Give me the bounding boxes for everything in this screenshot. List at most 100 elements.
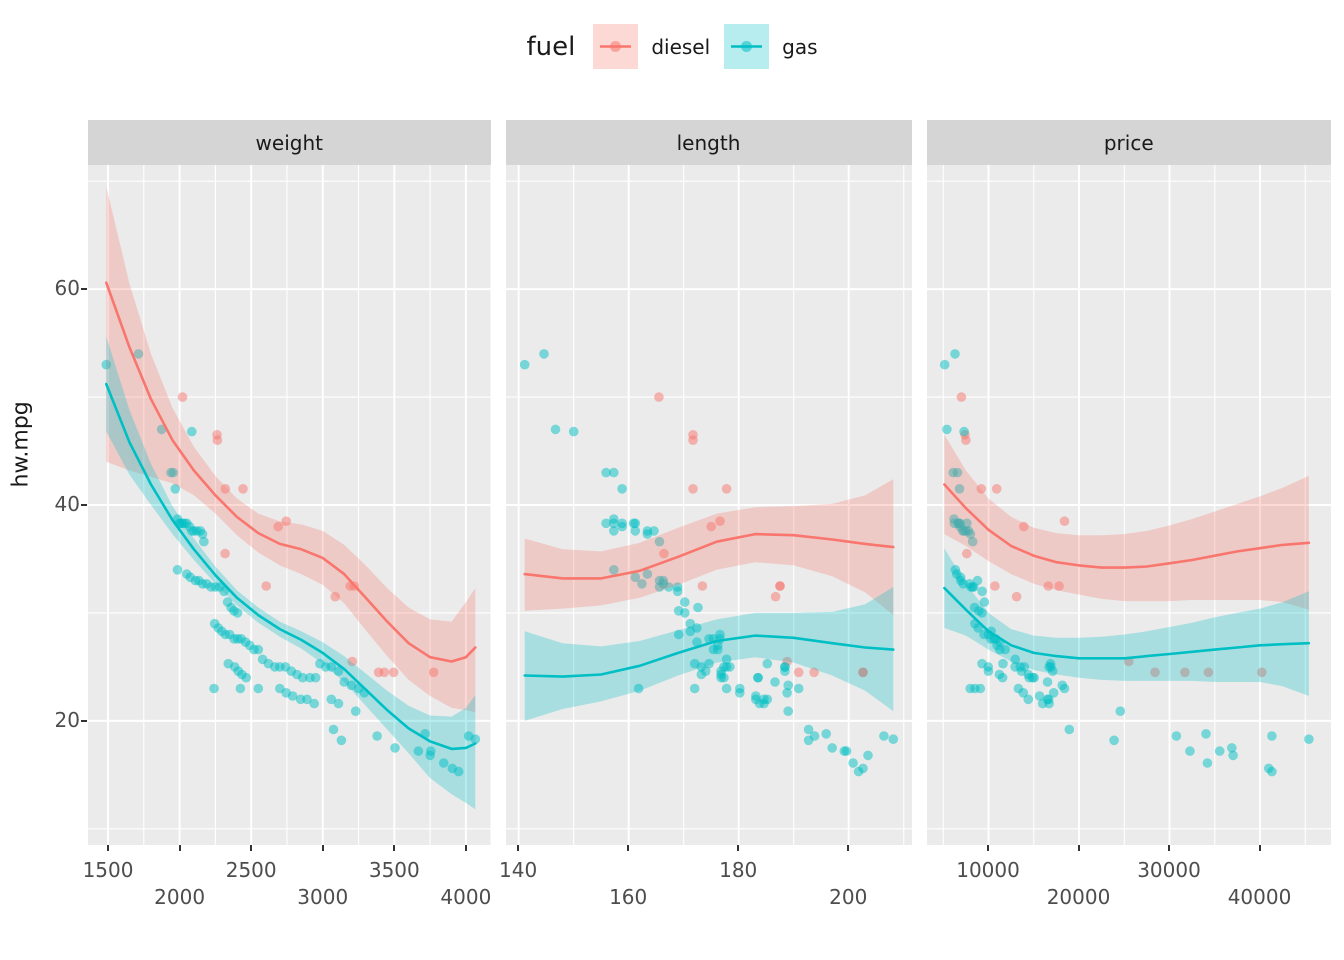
data-point-gas	[1037, 698, 1047, 709]
facet-panel-length	[505, 165, 912, 845]
data-point-gas	[197, 529, 208, 539]
data-point-diesel	[808, 667, 819, 678]
x-tick-label: 200	[829, 885, 868, 909]
data-point-gas	[616, 521, 627, 532]
data-point-gas	[630, 572, 640, 583]
data-point-gas	[642, 529, 652, 539]
x-tick-label: 30000	[1137, 858, 1201, 882]
data-point-gas	[232, 608, 243, 618]
data-point-gas	[538, 349, 549, 359]
data-point-diesel	[273, 521, 283, 532]
data-point-diesel	[1149, 667, 1160, 678]
x-tick-mark	[737, 845, 740, 851]
data-point-gas	[326, 662, 337, 672]
data-point-gas	[958, 426, 969, 437]
legend-item-diesel: diesel	[593, 24, 710, 69]
data-point-diesel	[177, 392, 188, 402]
smooth-line-diesel	[522, 532, 895, 580]
data-point-gas	[1266, 766, 1277, 777]
data-point-gas	[1023, 694, 1033, 705]
data-point-gas	[853, 766, 863, 777]
data-point-diesel	[653, 392, 664, 402]
data-point-gas	[616, 484, 627, 494]
data-point-diesel	[991, 484, 1001, 494]
x-tick-mark	[627, 845, 630, 851]
x-tick-mark	[1168, 845, 1171, 851]
x-tick-label: 20000	[1046, 885, 1111, 909]
data-point-gas	[679, 597, 690, 607]
x-tick-mark	[393, 845, 396, 851]
data-point-gas	[326, 694, 337, 705]
smooth-line-gas	[522, 634, 895, 678]
data-point-gas	[793, 683, 803, 694]
data-point-gas	[172, 565, 183, 575]
facet-panel-price	[926, 165, 1331, 845]
data-point-gas	[1227, 750, 1238, 761]
data-point-gas	[372, 731, 382, 741]
data-point-diesel	[721, 484, 731, 494]
data-point-diesel	[379, 667, 390, 678]
data-point-gas	[630, 526, 640, 536]
data-point-gas	[1303, 734, 1314, 744]
data-point-gas	[721, 654, 731, 665]
data-point-diesel	[261, 581, 271, 591]
data-point-gas	[339, 677, 349, 687]
confidence-ribbon-gas	[106, 336, 476, 810]
data-point-gas	[1018, 688, 1028, 698]
data-point-gas	[949, 349, 960, 359]
data-point-gas	[967, 536, 977, 547]
data-point-gas	[600, 467, 611, 478]
data-point-diesel	[857, 667, 868, 678]
data-point-diesel	[658, 548, 669, 559]
data-point-gas	[333, 666, 344, 676]
x-tick-label: 180	[719, 858, 758, 882]
data-point-gas	[654, 582, 664, 592]
confidence-ribbon-gas	[943, 548, 1309, 696]
data-point-gas	[413, 746, 424, 756]
data-point-gas	[750, 694, 761, 705]
data-point-gas	[1214, 746, 1224, 756]
data-point-gas	[954, 484, 964, 494]
data-point-gas	[663, 582, 674, 592]
data-point-gas	[1226, 743, 1237, 753]
data-point-diesel	[774, 581, 785, 591]
data-point-gas	[608, 518, 619, 529]
x-tick-label: 3000	[297, 885, 349, 909]
confidence-ribbon-diesel	[943, 434, 1309, 610]
x-tick-mark	[1258, 845, 1261, 851]
data-point-gas	[425, 750, 435, 761]
data-point-diesel	[428, 667, 439, 678]
data-point-gas	[997, 672, 1007, 683]
smooth-line-gas	[942, 586, 1310, 660]
data-point-gas	[350, 706, 361, 716]
data-point-gas	[309, 698, 319, 709]
data-point-gas	[156, 424, 167, 435]
x-tick-mark	[250, 845, 253, 851]
data-point-gas	[633, 683, 643, 694]
data-point-gas	[878, 731, 889, 741]
data-point-diesel	[1256, 667, 1267, 678]
x-tick-label: 2000	[154, 885, 206, 909]
legend-title: fuel	[526, 31, 576, 62]
legend: fuel diesel gas	[0, 24, 1344, 69]
data-point-gas	[1028, 672, 1039, 683]
data-point-gas	[862, 750, 873, 761]
data-point-gas	[287, 691, 298, 701]
facet-strip-label: length	[676, 130, 741, 155]
data-point-gas	[187, 426, 197, 437]
data-point-diesel	[220, 484, 231, 494]
data-point-gas	[253, 683, 264, 694]
data-point-diesel	[1203, 667, 1213, 678]
x-tick-label: 2500	[225, 858, 277, 882]
data-point-diesel	[220, 548, 230, 559]
data-point-gas	[685, 626, 695, 637]
data-point-gas	[721, 683, 731, 694]
x-tick-label: 40000	[1227, 885, 1292, 909]
data-point-diesel	[1053, 581, 1064, 591]
x-tick-label: 3500	[368, 858, 420, 882]
x-tick-mark	[987, 845, 990, 851]
x-tick-label: 140	[499, 858, 538, 882]
data-point-gas	[608, 565, 619, 575]
data-point-gas	[967, 582, 977, 592]
